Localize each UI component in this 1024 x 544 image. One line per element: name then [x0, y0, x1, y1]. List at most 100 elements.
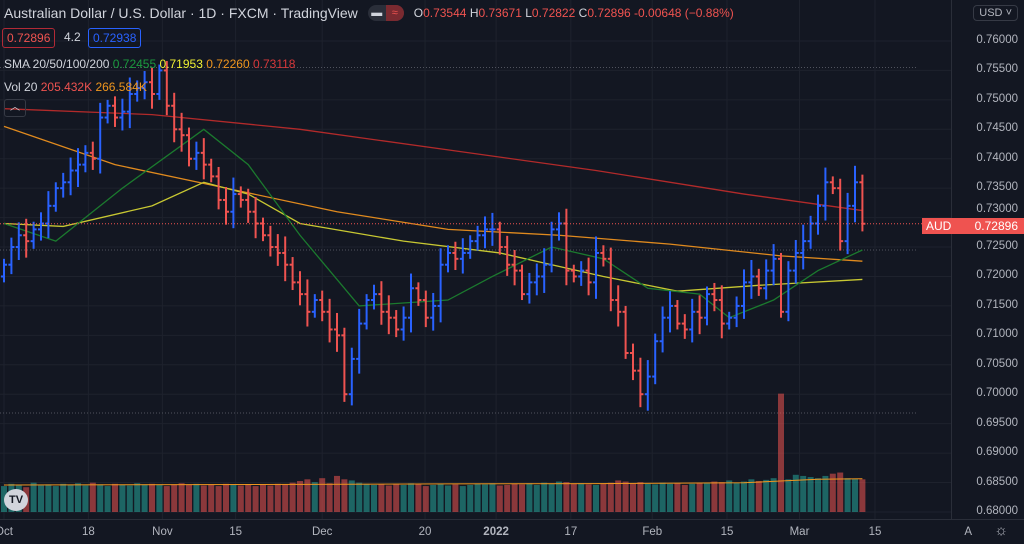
volume-bar [178, 483, 185, 512]
volume-bar [126, 485, 133, 512]
ohlc-bar [474, 225, 481, 251]
time-axis-divider [0, 519, 1024, 520]
price-axis[interactable]: 0.76000 0.75500 0.75000 0.74500 0.74000 0.735… [951, 0, 1024, 520]
ohlc-bar [126, 77, 133, 129]
time-tick: Feb [642, 526, 663, 538]
ohlc-bar [718, 285, 725, 339]
ohlc-bar [171, 92, 178, 143]
volume-bar [489, 483, 496, 512]
volume-bar [385, 485, 392, 512]
chevron-up-icon[interactable]: ︿ [4, 99, 26, 117]
price-tick: 0.69000 [976, 446, 1018, 459]
ohlc-bar [282, 236, 289, 282]
volume-bar [408, 483, 414, 512]
volume-bar [548, 483, 555, 512]
volume-bar [112, 483, 118, 512]
sma100-value: 0.72260 [206, 57, 250, 71]
volume-bar [52, 486, 59, 512]
volume-bar [223, 483, 229, 512]
ohlc-bar [748, 259, 755, 299]
ohlc-bar [193, 141, 200, 170]
symbol-tag: AUDUSD [922, 218, 977, 234]
volume-bar [156, 484, 163, 512]
price-tick: 0.73000 [976, 203, 1018, 215]
ohlc-bar [104, 99, 111, 124]
ohlc-bar [533, 263, 540, 296]
indicator-toggle[interactable]: ▬ ≈ [367, 5, 404, 21]
ohlc-bar [141, 71, 148, 100]
sma-legend[interactable]: SMA 20/50/100/200 0.72455 0.71953 0.7226… [4, 57, 295, 71]
volume-bar [82, 485, 89, 512]
ohlc-bar [393, 310, 400, 338]
volume-bar [163, 486, 170, 512]
price-tick: 0.72000 [976, 269, 1018, 282]
ohlc-bar [430, 292, 437, 331]
volume-bar [141, 484, 148, 512]
ohlc-bar [215, 166, 222, 210]
ohlc-bar [408, 273, 414, 333]
ohlc-bar [829, 176, 836, 195]
ohlc-readout: O0.73544 H0.73671 L0.72822 C0.72896 -0.0… [414, 6, 734, 20]
volume-bar [607, 482, 614, 512]
ohlc-bar [504, 235, 511, 276]
volume-legend[interactable]: Vol 20 205.432K 266.584K [4, 80, 147, 94]
ohlc-bar [245, 188, 252, 223]
volume-bar [696, 482, 703, 512]
ohlc-bar [208, 158, 215, 183]
volume-bar [622, 481, 629, 512]
price-tick: 0.70000 [976, 387, 1018, 400]
volume-bar [637, 482, 644, 512]
volume-bar [304, 479, 311, 512]
volume-bar [319, 478, 326, 512]
time-tick: Mar [789, 526, 810, 538]
volume-bar [245, 484, 252, 512]
volume-bar [104, 486, 111, 512]
volume-bar [252, 486, 259, 512]
sell-button[interactable]: 0.72896 [2, 28, 56, 48]
settings-gear-icon[interactable]: ☼ [994, 522, 1008, 539]
ohlc-bar [704, 286, 710, 326]
ohlc-bar [689, 298, 696, 343]
high-label: H [469, 6, 479, 20]
volume-label: Vol 20 [4, 80, 38, 94]
volume-bar [733, 482, 740, 512]
minus-icon[interactable]: ▬ [371, 7, 383, 19]
volume-bar [297, 481, 303, 512]
ohlc-bar [556, 212, 562, 241]
ohlc-bar [644, 360, 651, 411]
ohlc-bar [289, 257, 296, 291]
ohlc-bar [8, 237, 15, 275]
ohlc-bar [541, 248, 548, 293]
ohlc-bar [200, 138, 207, 180]
buy-button[interactable]: 0.72938 [88, 28, 142, 48]
wave-icon[interactable]: ≈ [385, 5, 404, 21]
volume-bar [200, 485, 207, 512]
ohlc-bar [637, 357, 644, 408]
ohlc-bar [807, 215, 814, 249]
ohlc-bar [674, 300, 681, 330]
ohlc-bar [274, 234, 281, 266]
currency-select[interactable]: USD ˅ [973, 5, 1018, 21]
ohlc-bar [230, 177, 237, 229]
ohlc-bar [681, 314, 688, 339]
ohlc-bar [400, 306, 407, 341]
volume-bar [38, 485, 44, 512]
volume-bar [837, 472, 844, 512]
volume-bar [208, 484, 215, 512]
ohlc-bar [741, 269, 747, 319]
ohlc-bar [356, 308, 363, 374]
volume-bar [119, 484, 126, 512]
volume-bar [371, 484, 377, 512]
header-row: Australian Dollar / U.S. Dollar · 1D · F… [4, 5, 734, 21]
volume-bar [852, 478, 858, 512]
ohlc-bar [134, 80, 141, 102]
price-tick: 0.69500 [976, 416, 1018, 429]
volume-bar [260, 484, 266, 512]
ohlc-bar [319, 290, 326, 322]
ohlc-bar [837, 178, 844, 251]
price-chart[interactable] [0, 0, 952, 520]
ohlc-bar [334, 312, 340, 352]
tradingview-logo-icon[interactable]: TV [4, 489, 28, 511]
ohlc-bar [792, 239, 799, 284]
ohlc-bar [297, 271, 303, 306]
